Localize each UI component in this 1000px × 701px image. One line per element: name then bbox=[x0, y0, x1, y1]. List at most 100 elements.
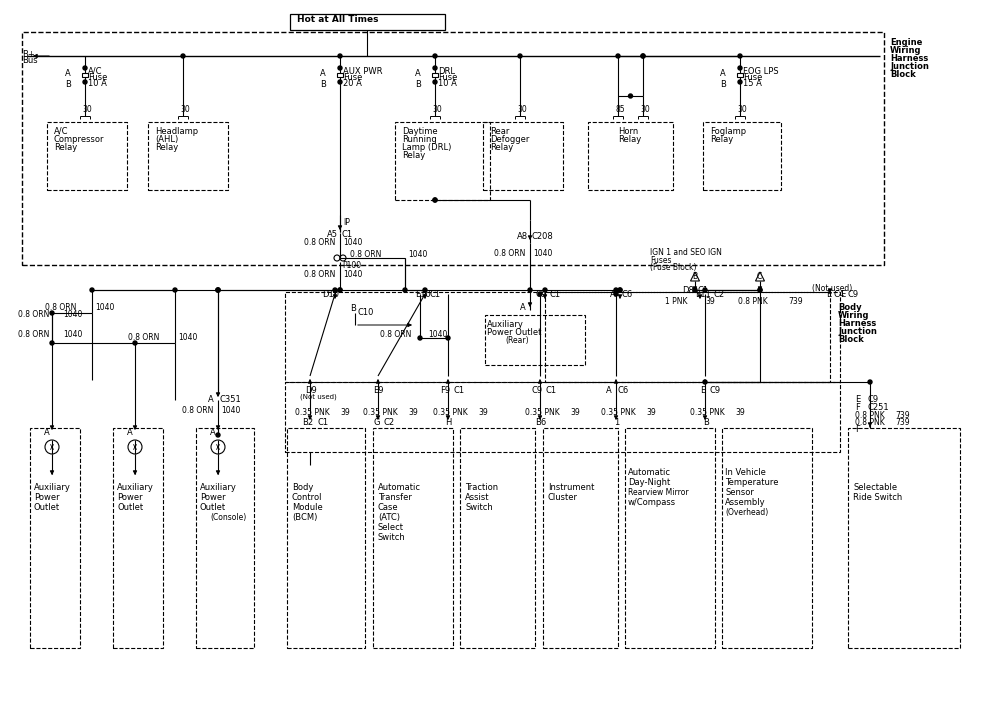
Text: C251: C251 bbox=[867, 403, 889, 412]
Text: Fuses: Fuses bbox=[650, 256, 672, 265]
Circle shape bbox=[333, 288, 337, 292]
Text: Selectable: Selectable bbox=[853, 483, 897, 492]
Bar bbox=[460, 428, 535, 648]
Text: In Vehicle: In Vehicle bbox=[725, 468, 766, 477]
Text: Wiring: Wiring bbox=[890, 46, 922, 55]
Bar bbox=[432, 73, 438, 77]
Text: (AHL): (AHL) bbox=[155, 135, 178, 144]
Text: A/C: A/C bbox=[54, 127, 68, 136]
Text: Relay: Relay bbox=[618, 135, 641, 144]
Text: 0.8 ORN: 0.8 ORN bbox=[350, 250, 381, 259]
Text: A: A bbox=[127, 428, 133, 437]
Bar bbox=[287, 428, 365, 648]
Text: E10: E10 bbox=[415, 290, 431, 299]
Text: 1040: 1040 bbox=[178, 333, 197, 342]
Text: Bus: Bus bbox=[22, 56, 38, 65]
Circle shape bbox=[446, 336, 450, 340]
Text: 1040: 1040 bbox=[221, 406, 240, 415]
Text: Body: Body bbox=[838, 303, 862, 312]
Text: Junction: Junction bbox=[890, 62, 929, 71]
Text: Auxiliary: Auxiliary bbox=[200, 483, 237, 492]
Text: IGN 1 and SEO IGN: IGN 1 and SEO IGN bbox=[650, 248, 722, 257]
Circle shape bbox=[758, 288, 762, 292]
Bar bbox=[588, 122, 673, 190]
Text: B6: B6 bbox=[535, 418, 546, 427]
Text: Instrument: Instrument bbox=[548, 483, 594, 492]
Text: E: E bbox=[826, 290, 831, 299]
Text: DRL: DRL bbox=[438, 67, 455, 76]
Text: Power: Power bbox=[117, 493, 143, 502]
Text: C1: C1 bbox=[550, 290, 561, 299]
Text: A: A bbox=[606, 386, 612, 395]
Text: Running: Running bbox=[402, 135, 437, 144]
Text: Switch: Switch bbox=[465, 503, 493, 512]
Text: A: A bbox=[210, 428, 216, 437]
Text: 1040: 1040 bbox=[533, 249, 552, 258]
Circle shape bbox=[614, 292, 618, 296]
Text: C2: C2 bbox=[384, 418, 395, 427]
Circle shape bbox=[738, 80, 742, 84]
Bar bbox=[285, 382, 840, 452]
Text: C9: C9 bbox=[535, 290, 546, 299]
Bar bbox=[625, 428, 715, 648]
Text: Transfer: Transfer bbox=[378, 493, 412, 502]
Text: 39: 39 bbox=[340, 408, 350, 417]
Text: D10: D10 bbox=[322, 290, 339, 299]
Circle shape bbox=[50, 311, 54, 315]
Text: E9: E9 bbox=[373, 386, 384, 395]
Text: G: G bbox=[374, 418, 380, 427]
Text: 1 PNK: 1 PNK bbox=[665, 297, 688, 306]
Text: Relay: Relay bbox=[155, 143, 178, 152]
Bar bbox=[47, 122, 127, 190]
Text: (Rear): (Rear) bbox=[505, 336, 529, 345]
Text: Automatic: Automatic bbox=[378, 483, 421, 492]
Text: 39: 39 bbox=[646, 408, 656, 417]
Circle shape bbox=[338, 54, 342, 58]
Text: AUX PWR: AUX PWR bbox=[343, 67, 382, 76]
Circle shape bbox=[418, 336, 422, 340]
Text: Automatic: Automatic bbox=[628, 468, 671, 477]
Text: Power: Power bbox=[34, 493, 60, 502]
Text: Cluster: Cluster bbox=[548, 493, 578, 502]
Text: Daytime: Daytime bbox=[402, 127, 438, 136]
Text: E: E bbox=[840, 290, 845, 299]
Bar bbox=[848, 428, 960, 648]
Text: 0.8 ORN: 0.8 ORN bbox=[304, 238, 335, 247]
Text: 30: 30 bbox=[640, 105, 650, 114]
Text: B: B bbox=[703, 418, 709, 427]
Bar bbox=[30, 428, 80, 648]
Text: Horn: Horn bbox=[618, 127, 638, 136]
Text: Foglamp: Foglamp bbox=[710, 127, 746, 136]
Text: 0.8 ORN: 0.8 ORN bbox=[304, 270, 335, 279]
Text: Headlamp: Headlamp bbox=[155, 127, 198, 136]
Bar bbox=[196, 428, 254, 648]
Text: 39: 39 bbox=[478, 408, 488, 417]
Text: (ATC): (ATC) bbox=[378, 513, 400, 522]
Circle shape bbox=[641, 54, 645, 58]
Circle shape bbox=[338, 288, 342, 292]
Circle shape bbox=[738, 66, 742, 70]
Text: C1: C1 bbox=[545, 386, 556, 395]
Text: Module: Module bbox=[292, 503, 323, 512]
Text: Assembly: Assembly bbox=[725, 498, 766, 507]
Text: C4: C4 bbox=[834, 290, 845, 299]
Text: Day-Night: Day-Night bbox=[628, 478, 670, 487]
Bar bbox=[148, 122, 228, 190]
Text: C9: C9 bbox=[710, 386, 721, 395]
Text: Control: Control bbox=[292, 493, 322, 502]
Text: 0.35 PNK: 0.35 PNK bbox=[601, 408, 636, 417]
Circle shape bbox=[758, 288, 762, 292]
Bar bbox=[545, 292, 830, 382]
Circle shape bbox=[216, 433, 220, 437]
Text: Switch: Switch bbox=[378, 533, 406, 542]
Text: F: F bbox=[855, 425, 860, 434]
Text: B: B bbox=[65, 80, 71, 89]
Text: A: A bbox=[208, 395, 214, 404]
Bar bbox=[483, 122, 563, 190]
Text: 739: 739 bbox=[788, 297, 803, 306]
Text: 0.8 ORN: 0.8 ORN bbox=[18, 310, 49, 319]
Text: 1040: 1040 bbox=[408, 250, 427, 259]
Text: A/C: A/C bbox=[88, 67, 103, 76]
Circle shape bbox=[738, 54, 742, 58]
Circle shape bbox=[173, 288, 177, 292]
